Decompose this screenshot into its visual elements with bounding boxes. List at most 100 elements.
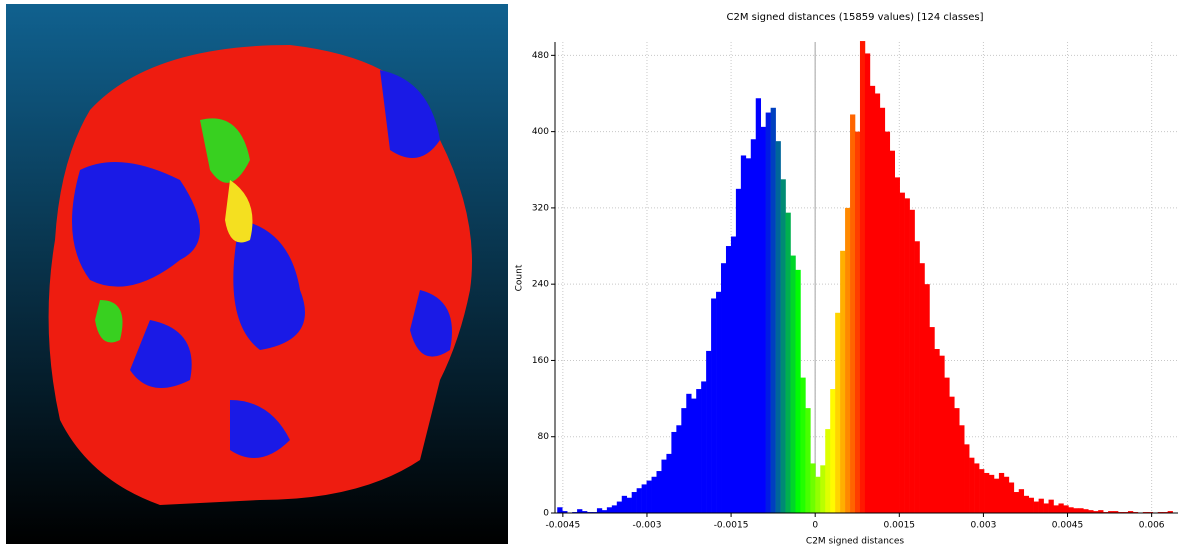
y-tick-label: 320 [532, 203, 549, 213]
bar [785, 212, 791, 513]
bar [760, 126, 766, 514]
y-tick-label: 240 [532, 280, 549, 290]
bar [1127, 511, 1134, 513]
bar [894, 177, 900, 513]
bar [1078, 508, 1084, 513]
bar [1038, 498, 1044, 513]
bar [641, 484, 647, 513]
bar [577, 509, 583, 513]
bar [939, 355, 945, 513]
bar [974, 463, 980, 513]
bar [780, 179, 786, 514]
bar [651, 476, 657, 513]
y-tick-label: 80 [538, 432, 550, 442]
bar [735, 188, 742, 513]
bar [666, 453, 672, 513]
bar [1028, 497, 1034, 513]
bar [795, 269, 801, 513]
bar [1063, 505, 1069, 513]
bar [904, 198, 910, 513]
y-tick-label: 480 [532, 51, 549, 61]
x-axis-label: C2M signed distances [806, 537, 904, 547]
bar [1058, 503, 1064, 513]
bar [984, 472, 990, 513]
y-axis-label: Count [515, 264, 525, 291]
bar [606, 507, 613, 513]
bar [805, 408, 811, 513]
bar [661, 459, 667, 513]
bar [949, 396, 955, 513]
bar [721, 263, 727, 513]
bar [944, 377, 950, 513]
bar [725, 246, 732, 513]
bar [1023, 495, 1029, 513]
y-tick-label: 160 [532, 356, 549, 366]
bar [681, 408, 687, 513]
bar [810, 463, 816, 513]
bar [557, 507, 563, 513]
bar [864, 53, 871, 514]
bar [730, 236, 737, 514]
bar [711, 298, 717, 513]
bar [869, 85, 876, 513]
bar [1167, 511, 1173, 513]
bar [1018, 489, 1025, 513]
bar [562, 511, 568, 513]
bar [716, 291, 722, 513]
bar [611, 505, 618, 513]
bar [859, 41, 866, 513]
bar [879, 107, 886, 514]
bar [934, 349, 940, 513]
x-tick-label: -0.0015 [714, 521, 749, 531]
bar [820, 465, 826, 513]
bar [835, 312, 841, 513]
bar [1048, 499, 1054, 513]
bar [909, 209, 915, 513]
bar [770, 107, 776, 514]
x-tick-label: 0.0045 [1052, 521, 1084, 531]
bar [1088, 510, 1094, 513]
bar [745, 158, 752, 514]
y-tick-label: 0 [543, 509, 549, 519]
bar [1073, 508, 1079, 513]
bar [676, 425, 682, 513]
bar [1053, 505, 1059, 513]
bar [621, 495, 628, 513]
bar [790, 255, 796, 513]
x-tick-label: 0 [812, 521, 818, 531]
x-tick-label: 0.0015 [884, 521, 916, 531]
bar [1043, 503, 1049, 513]
bar [1108, 511, 1114, 513]
bar [845, 207, 851, 513]
bar [959, 425, 965, 513]
bar [969, 457, 975, 513]
bar [601, 510, 608, 513]
bar [596, 508, 603, 513]
bar [1033, 501, 1039, 513]
x-tick-label: 0.003 [971, 521, 997, 531]
bar [616, 501, 623, 513]
bar [755, 98, 762, 513]
bar [701, 381, 707, 513]
bar [582, 511, 588, 513]
bar [815, 476, 821, 513]
bar [706, 350, 712, 513]
bar [1068, 507, 1074, 513]
bar [988, 474, 995, 513]
bar [855, 131, 861, 513]
bar [626, 497, 632, 513]
bar [671, 431, 677, 513]
bar [924, 284, 930, 513]
bar [1093, 511, 1099, 513]
bar [1013, 492, 1020, 513]
y-tick-label: 400 [532, 127, 549, 137]
bar [979, 469, 985, 513]
bar [830, 389, 836, 513]
bar [889, 150, 896, 513]
bar [899, 192, 905, 513]
bar [696, 389, 702, 513]
bar [919, 263, 925, 513]
bar [1008, 482, 1015, 513]
bar [656, 471, 662, 513]
